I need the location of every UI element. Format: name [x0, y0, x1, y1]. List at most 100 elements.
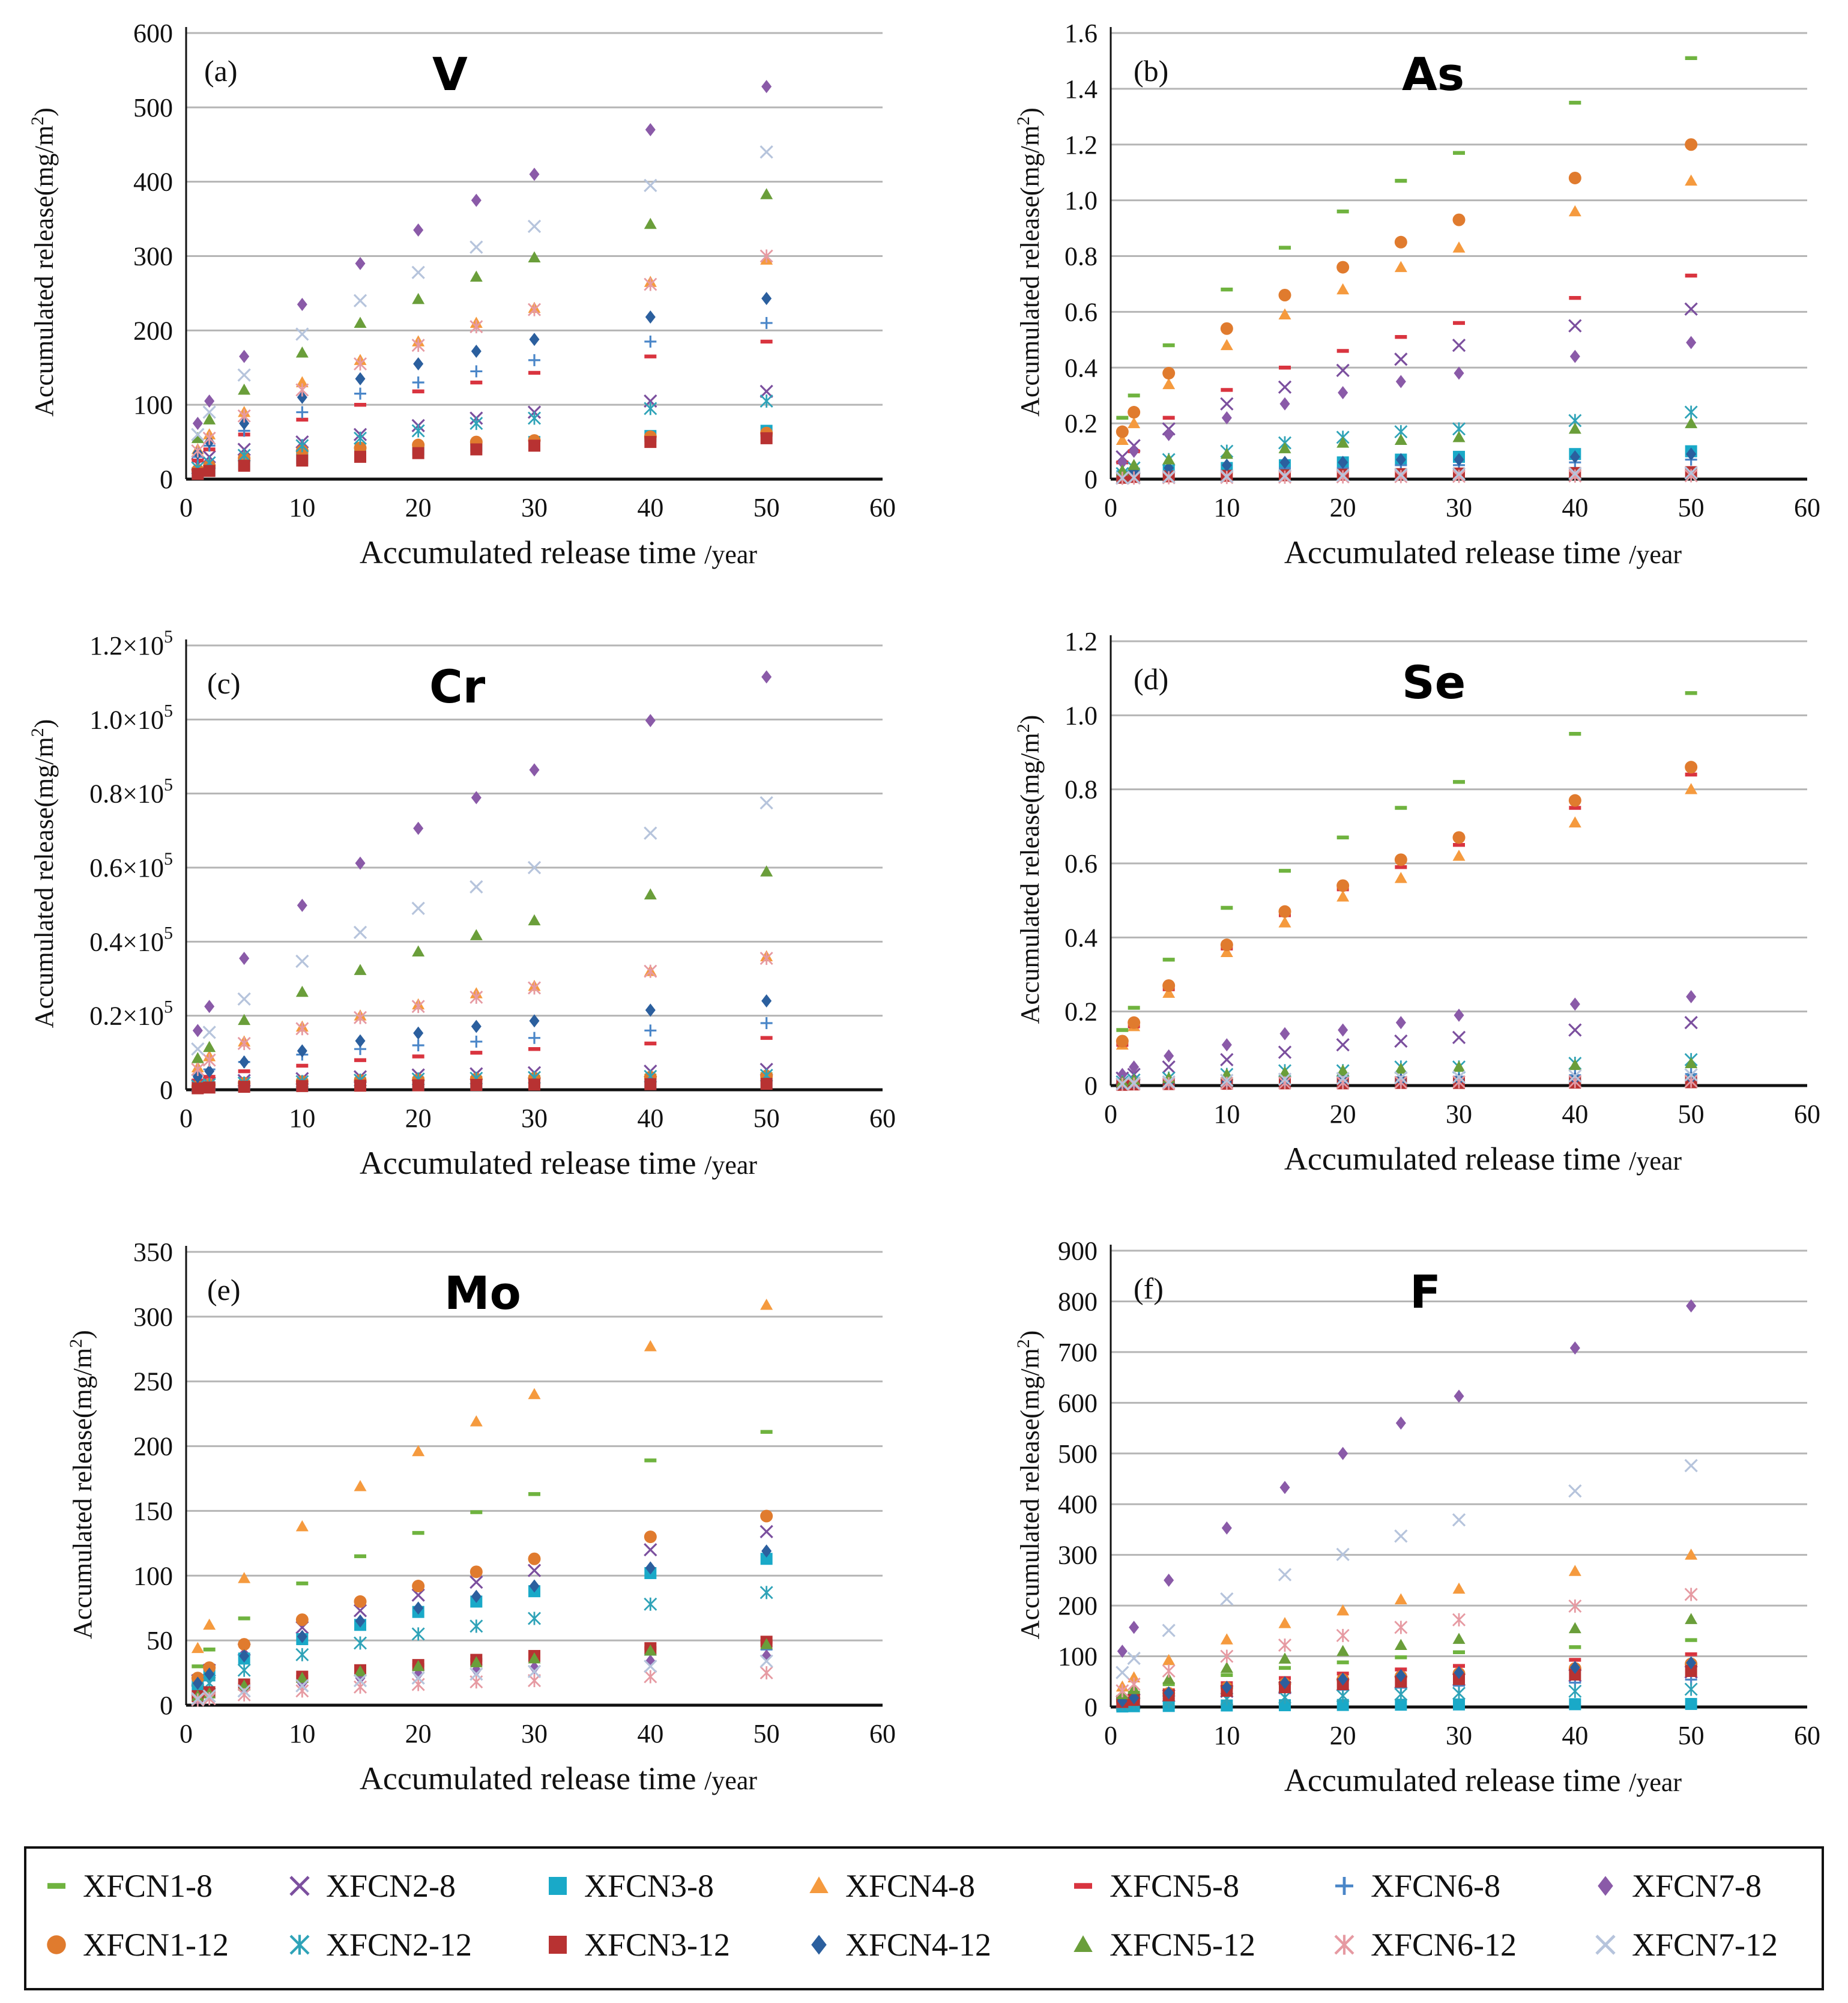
data-point — [1685, 138, 1698, 151]
x-tick-label: 10 — [289, 1104, 315, 1133]
data-point — [413, 821, 424, 835]
data-point — [354, 1080, 366, 1092]
series-xfcn5-12 — [1116, 417, 1698, 476]
data-point — [1454, 1666, 1464, 1679]
series-xfcn5-8 — [1116, 772, 1697, 1047]
data-point — [297, 297, 307, 311]
x-tick-label: 40 — [1562, 493, 1588, 522]
data-point — [1220, 339, 1233, 351]
data-point — [354, 964, 367, 975]
legend-marker-icon — [1074, 1883, 1092, 1889]
data-point — [1568, 205, 1581, 217]
data-point — [645, 310, 656, 324]
data-point — [1568, 467, 1582, 480]
data-point — [1220, 1633, 1233, 1645]
data-point — [295, 439, 309, 453]
data-point — [239, 1649, 250, 1663]
legend-marker-icon — [549, 1877, 567, 1895]
data-point — [1452, 213, 1466, 226]
series-xfcn7-8 — [192, 80, 772, 431]
series-xfcn1-8 — [192, 1430, 773, 1669]
data-point — [470, 240, 483, 254]
series-xfcn4-12 — [192, 1544, 772, 1690]
x-tick-label: 20 — [1330, 1721, 1356, 1750]
data-point — [411, 1000, 425, 1014]
data-point — [1685, 761, 1698, 774]
y-tick-label: 100 — [1058, 1642, 1098, 1672]
data-point — [644, 826, 657, 840]
data-point — [1454, 1389, 1464, 1403]
data-point — [1684, 1068, 1698, 1082]
data-point — [354, 1479, 367, 1491]
data-point — [411, 1588, 425, 1602]
data-point — [1162, 1673, 1176, 1684]
data-point — [1685, 1613, 1698, 1624]
data-point — [527, 219, 542, 234]
data-point — [412, 447, 424, 459]
data-point — [295, 327, 309, 341]
data-point — [1454, 366, 1464, 380]
series-xfcn5-12 — [191, 865, 773, 1063]
y-tick-label: 0.6 — [1064, 297, 1098, 327]
data-point — [527, 1563, 542, 1577]
data-point — [1220, 1053, 1234, 1066]
x-tick-label: 40 — [637, 493, 663, 522]
data-point — [1684, 1588, 1698, 1601]
data-point — [353, 294, 367, 307]
data-point — [238, 1572, 251, 1583]
data-point — [1164, 1686, 1174, 1700]
y-tick-label: 600 — [1058, 1388, 1098, 1418]
legend-item-xfcn7-12: XFCN7-12 — [1587, 1921, 1778, 1969]
data-point — [202, 1689, 216, 1703]
data-point — [1162, 453, 1176, 465]
chart-title: Cr — [429, 660, 486, 713]
data-point — [1338, 456, 1348, 470]
data-point — [644, 1530, 657, 1544]
data-point — [644, 178, 657, 192]
data-point — [1395, 1016, 1406, 1030]
data-point — [1278, 1066, 1291, 1078]
data-point — [411, 1678, 425, 1691]
data-point — [1338, 1672, 1348, 1686]
data-point — [353, 1673, 367, 1688]
data-point — [1278, 469, 1292, 483]
data-point — [1162, 378, 1176, 390]
data-point — [354, 1011, 367, 1024]
data-point — [471, 193, 482, 207]
data-point — [1336, 1628, 1350, 1642]
x-tick-label: 50 — [753, 1719, 780, 1748]
x-tick-label: 60 — [869, 1719, 896, 1748]
legend-label: XFCN2-8 — [326, 1868, 456, 1904]
data-point — [1278, 905, 1291, 918]
data-point — [1127, 1651, 1141, 1666]
data-point — [204, 1000, 215, 1014]
series-xfcn5-12 — [191, 188, 773, 443]
data-point — [1162, 1060, 1176, 1074]
data-point — [295, 985, 309, 997]
data-point — [1129, 444, 1140, 458]
data-point — [1162, 1075, 1176, 1089]
data-point — [192, 468, 204, 480]
data-point — [1162, 1654, 1176, 1666]
y-axis-title: Accumulated release(mg/m2) — [28, 107, 59, 417]
series-xfcn6-12 — [191, 952, 773, 1077]
y-tick-label: 900 — [1058, 1236, 1098, 1266]
data-point — [1128, 417, 1141, 429]
series-xfcn6-12 — [191, 249, 773, 458]
y-tick-label: 0.8 — [1064, 242, 1098, 271]
data-point — [411, 1627, 425, 1641]
y-axis-title: Accumulated release(mg/m2) — [1013, 1331, 1045, 1640]
series-xfcn1-12 — [1116, 138, 1698, 438]
data-point — [760, 432, 773, 444]
data-point — [1338, 386, 1348, 400]
data-point — [1394, 468, 1408, 482]
data-point — [761, 80, 772, 94]
panel-label: (d) — [1134, 662, 1168, 696]
data-point — [528, 303, 541, 316]
data-point — [354, 316, 367, 328]
data-point — [191, 1692, 205, 1706]
data-point — [238, 383, 251, 395]
series-xfcn4-8 — [191, 1298, 773, 1654]
series-xfcn4-8 — [1116, 174, 1698, 445]
data-point — [295, 1613, 309, 1627]
